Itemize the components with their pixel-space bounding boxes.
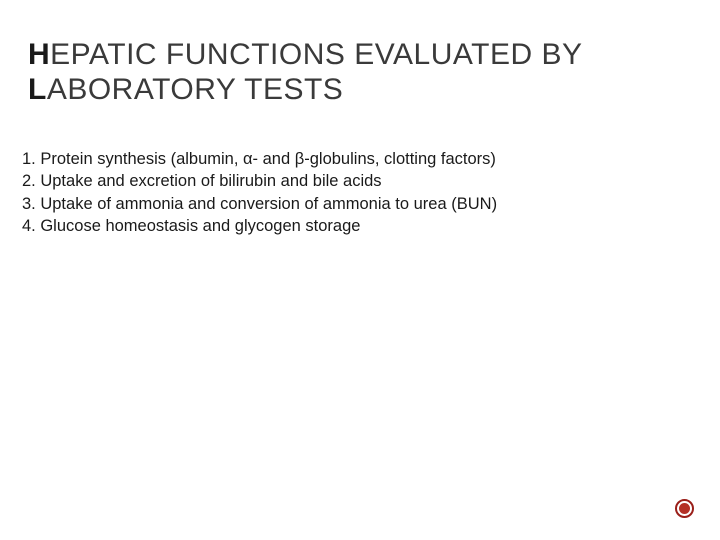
- decorative-bullet-icon: [675, 499, 694, 518]
- list-item: 4. Glucose homeostasis and glycogen stor…: [22, 215, 680, 237]
- title-firstletter-2: L: [28, 73, 47, 106]
- title-rest-1: EPATIC FUNCTIONS EVALUATED BY: [50, 38, 582, 71]
- title-firstletter-1: H: [28, 38, 50, 71]
- bullet-dot: [679, 503, 690, 514]
- list-item: 1. Protein synthesis (albumin, α- and β-…: [22, 148, 680, 170]
- list-item: 2. Uptake and excretion of bilirubin and…: [22, 170, 680, 192]
- slide: HEPATIC FUNCTIONS EVALUATED BY LABORATOR…: [0, 0, 720, 540]
- title-rest-2: ABORATORY TESTS: [47, 73, 343, 106]
- body-text: 1. Protein synthesis (albumin, α- and β-…: [22, 148, 680, 237]
- list-item: 3. Uptake of ammonia and conversion of a…: [22, 193, 680, 215]
- slide-title: HEPATIC FUNCTIONS EVALUATED BY LABORATOR…: [28, 38, 692, 107]
